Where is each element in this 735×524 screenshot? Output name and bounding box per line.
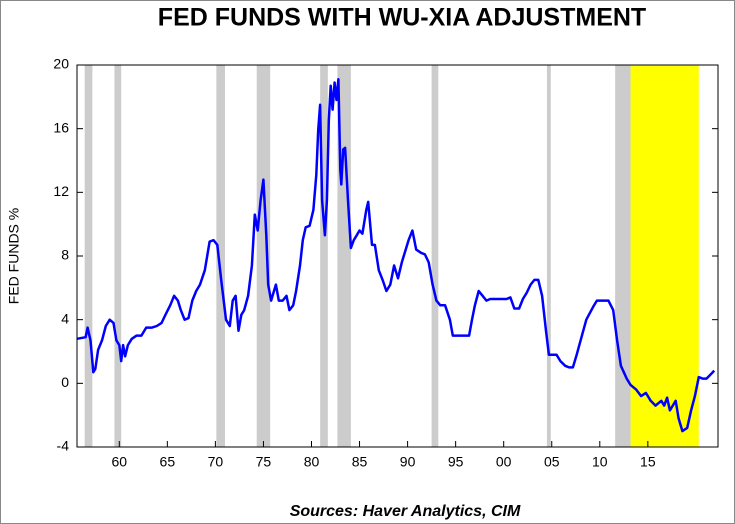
x-tick-label: 95 bbox=[448, 454, 464, 470]
source: Sources: Haver Analytics, CIM bbox=[290, 503, 521, 520]
y-tick-label: 20 bbox=[53, 56, 69, 72]
data-line bbox=[76, 78, 716, 433]
x-tick-label: 10 bbox=[592, 454, 608, 470]
recession-band bbox=[256, 65, 271, 447]
plot-background bbox=[77, 65, 718, 447]
x-tick-label: 15 bbox=[640, 454, 656, 470]
y-tick-label: -4 bbox=[57, 438, 70, 454]
y-tick-label: 12 bbox=[53, 183, 69, 199]
plot-area: -4 0 4 8 12 16 20 60 65 70 75 80 85 90 95 00 05 10 15 bbox=[53, 56, 719, 470]
chart-title: FED FUNDS WITH WU-XIA ADJUSTMENT bbox=[158, 4, 646, 32]
x-tick-label: 65 bbox=[160, 454, 176, 470]
recession-band bbox=[431, 65, 439, 447]
x-tick-label: 60 bbox=[111, 454, 127, 470]
plot-border bbox=[76, 64, 719, 448]
recession-band bbox=[84, 65, 93, 447]
x-tick-label: 00 bbox=[496, 454, 512, 470]
x-tick-label: 80 bbox=[304, 454, 320, 470]
recession-band bbox=[114, 65, 122, 447]
y-tick-label: 16 bbox=[53, 119, 69, 135]
x-tick-label: 85 bbox=[352, 454, 368, 470]
x-tick-label: 70 bbox=[208, 454, 224, 470]
recession-band bbox=[216, 65, 225, 447]
x-tick-label: 75 bbox=[256, 454, 272, 470]
y-tick-label: 4 bbox=[61, 310, 69, 326]
y-axis-label: FED FUNDS % bbox=[6, 208, 22, 304]
recession-band bbox=[615, 65, 631, 447]
y-tick-label: 8 bbox=[61, 247, 69, 263]
highlight-band bbox=[630, 65, 699, 447]
recession-band bbox=[320, 65, 328, 447]
y-tick-label: 0 bbox=[61, 374, 69, 390]
recession-band bbox=[546, 65, 551, 447]
x-tick-label: 90 bbox=[400, 454, 416, 470]
x-tick-label: 05 bbox=[544, 454, 560, 470]
